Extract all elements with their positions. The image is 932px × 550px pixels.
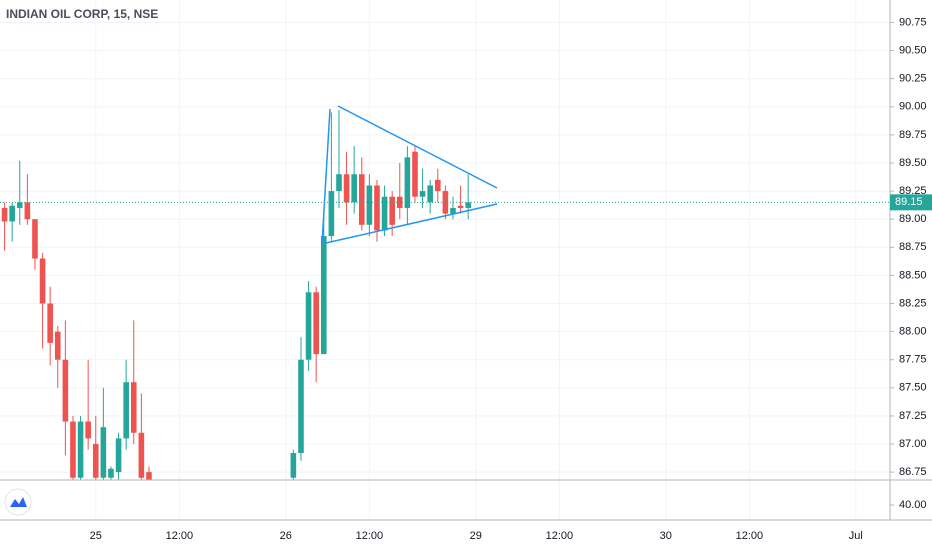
candle-body	[465, 202, 471, 208]
candle-body	[328, 191, 335, 237]
candle-body	[1, 207, 8, 222]
x-tick-label: 26	[280, 530, 292, 542]
trendline[interactable]	[321, 108, 331, 245]
y-tick-label: 89.00	[899, 213, 927, 225]
candle-body	[115, 438, 122, 473]
candle-body	[9, 205, 15, 222]
candle-body	[85, 421, 91, 439]
trendline[interactable]	[337, 105, 498, 189]
y-tick-label: 88.75	[899, 241, 927, 253]
candle-body	[450, 207, 456, 214]
candle-body	[381, 196, 388, 231]
candle-body	[92, 444, 99, 478]
candle-body	[442, 191, 449, 214]
candle-body	[108, 468, 114, 478]
y-tick-label: 86.75	[899, 466, 927, 478]
candle-body	[62, 359, 69, 422]
x-tick-label: 12:00	[546, 530, 574, 542]
candle-body	[47, 303, 53, 343]
candle-body	[404, 157, 411, 208]
candle-body	[343, 174, 350, 203]
x-tick-label: Jul	[849, 530, 863, 542]
candle-body	[54, 331, 61, 360]
y-tick-label: 87.00	[899, 438, 927, 450]
y-tick-label: 90.00	[899, 101, 927, 113]
y-tick-label: 88.50	[899, 269, 927, 281]
candle-body	[412, 151, 418, 197]
x-tick-label: 25	[90, 530, 102, 542]
candle-body	[374, 185, 380, 231]
candle-body	[351, 174, 357, 203]
candle-body	[298, 359, 304, 454]
candle-body	[457, 205, 464, 208]
y-tick-label: 88.00	[899, 326, 927, 338]
y-tick-label: 40.00	[899, 499, 927, 511]
y-tick-label: 90.25	[899, 73, 927, 85]
x-tick-label: 29	[470, 530, 482, 542]
x-tick-label: 12:00	[166, 530, 194, 542]
grid	[0, 0, 890, 520]
candle-body	[427, 185, 433, 203]
candle-body	[39, 258, 46, 304]
candle-body	[16, 202, 23, 208]
y-tick-label: 87.75	[899, 354, 927, 366]
x-tick-label: 12:00	[356, 530, 384, 542]
candle-body	[100, 427, 107, 478]
y-tick-label: 89.25	[899, 185, 927, 197]
candle-body	[70, 421, 76, 478]
candle-body	[366, 185, 373, 225]
candle-body	[419, 191, 426, 197]
candle-body	[77, 421, 84, 478]
drawings	[321, 105, 498, 245]
trendline[interactable]	[325, 203, 498, 244]
candle-body	[336, 174, 342, 192]
candle-body	[24, 202, 31, 220]
x-tick-label: 12:00	[736, 530, 764, 542]
candles	[1, 110, 471, 480]
x-tick-label: 30	[660, 530, 672, 542]
candle-body	[313, 292, 319, 355]
candle-body	[123, 382, 129, 439]
y-tick-label: 89.50	[899, 157, 927, 169]
candle-body	[130, 382, 137, 433]
candle-body	[32, 219, 38, 259]
candle-body	[290, 453, 297, 478]
chart-title: INDIAN OIL CORP, 15, NSE	[6, 7, 158, 21]
candle-body	[146, 472, 152, 480]
y-tick-label: 89.75	[899, 129, 927, 141]
candle-body	[389, 196, 395, 225]
y-tick-label: 87.50	[899, 382, 927, 394]
logo[interactable]	[4, 488, 32, 516]
candle-body	[320, 236, 327, 355]
candle-body	[305, 292, 312, 360]
candle-body	[138, 432, 145, 478]
last-price-tag	[890, 194, 932, 211]
candle-body	[434, 179, 441, 192]
y-tick-label: 90.75	[899, 16, 927, 28]
y-tick-label: 88.25	[899, 297, 927, 309]
y-tick-label: 90.50	[899, 44, 927, 56]
candle-body	[358, 174, 365, 225]
y-tick-label: 87.25	[899, 410, 927, 422]
last-price-label: 89.15	[895, 196, 923, 208]
